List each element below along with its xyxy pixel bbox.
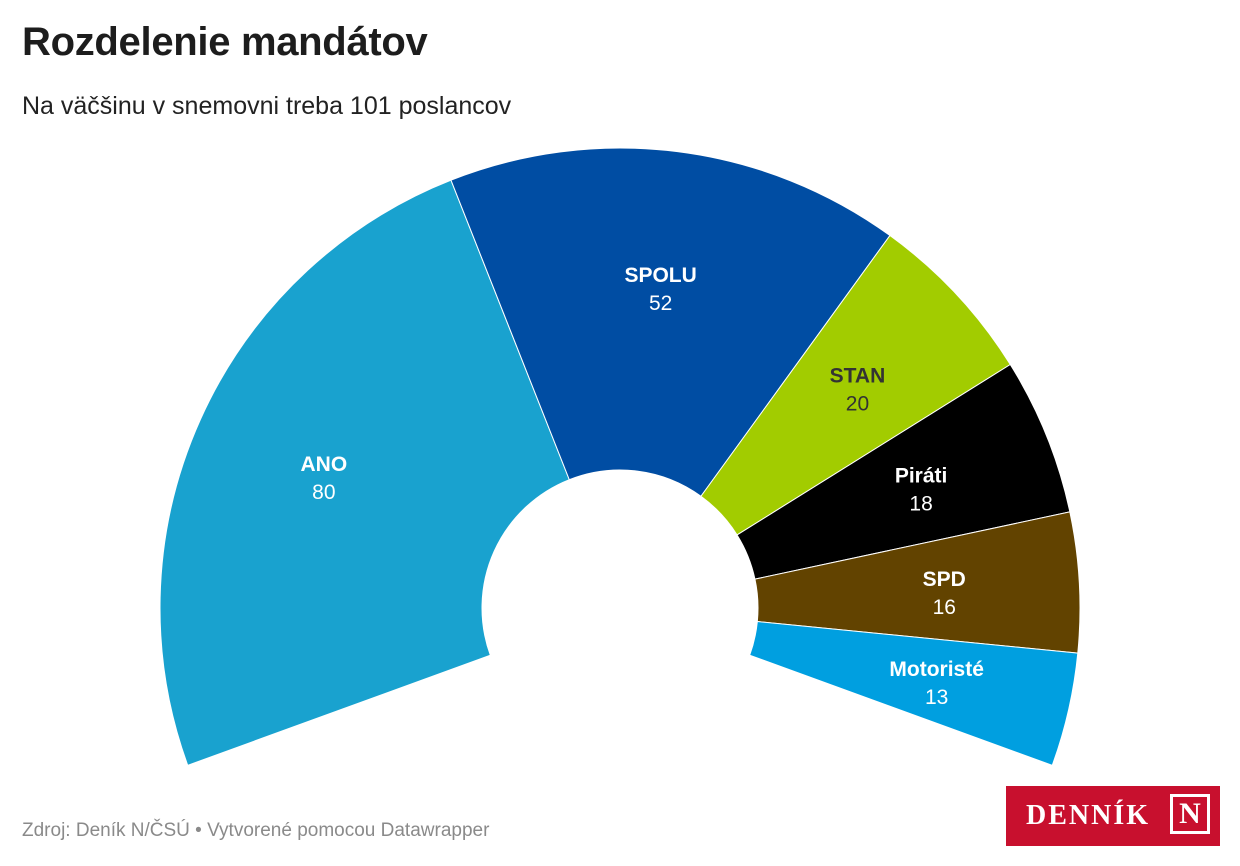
label-ano: ANO <box>300 453 347 476</box>
segment-spolu[interactable] <box>450 147 891 497</box>
dennik-n-logo[interactable]: DENNÍK N <box>1006 786 1220 846</box>
chart-segments <box>159 147 1081 766</box>
segment-ano[interactable] <box>159 179 570 766</box>
value-pirati: 18 <box>909 492 932 515</box>
source-note: Zdroj: Deník N/ČSÚ • Vytvorené pomocou D… <box>22 820 490 841</box>
label-spolu: SPOLU <box>624 264 696 287</box>
chart-title: Rozdelenie mandátov <box>22 20 428 64</box>
label-pirati: Piráti <box>895 464 948 487</box>
chart-labels: ANO 80 SPOLU 52 STAN 20 Piráti 18 SPD 16 Motoristé… <box>300 264 983 709</box>
value-spolu: 52 <box>649 292 672 315</box>
value-stan: 20 <box>846 392 869 415</box>
label-stan: STAN <box>830 364 886 387</box>
label-spd: SPD <box>923 568 966 591</box>
value-spd: 16 <box>933 596 956 619</box>
chart-subtitle: Na väčšinu v snemovni treba 101 poslanco… <box>22 92 512 120</box>
label-motoriste: Motoristé <box>889 658 984 681</box>
logo-text: DENNÍK <box>1026 800 1151 831</box>
segment-motoriste[interactable] <box>749 620 1079 766</box>
logo-mark: N <box>1170 794 1210 834</box>
value-ano: 80 <box>312 481 335 504</box>
value-motoriste: 13 <box>925 686 948 709</box>
